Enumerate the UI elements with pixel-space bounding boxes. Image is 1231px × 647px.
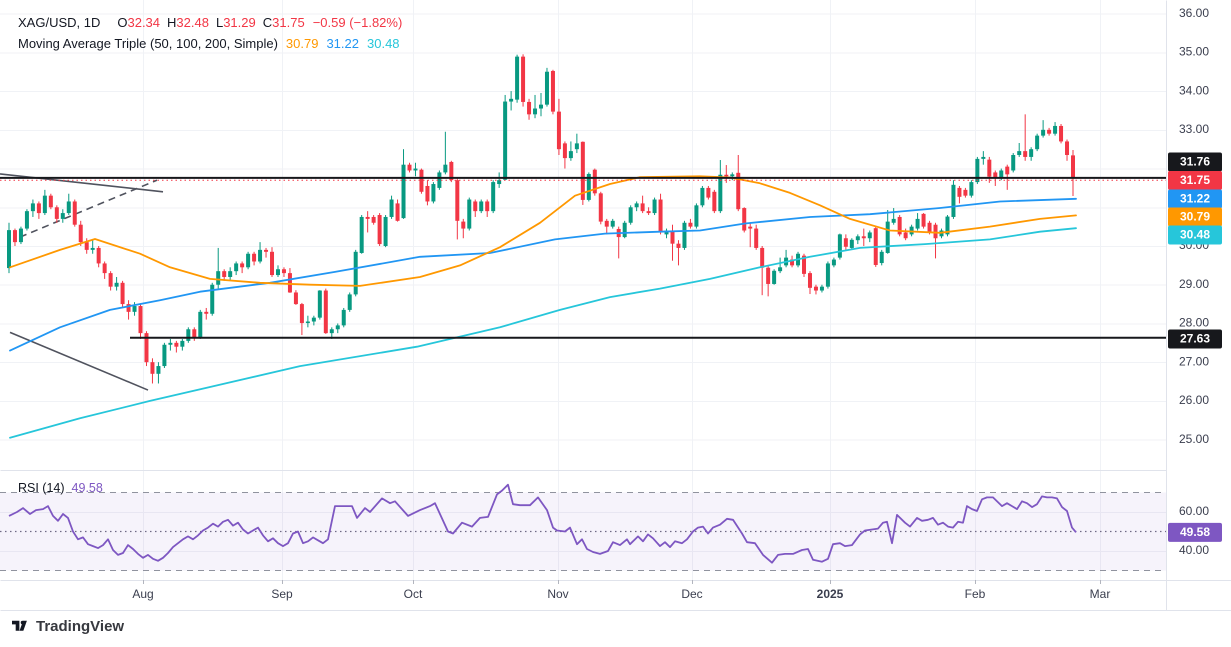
axis-label: Dec: [681, 587, 702, 601]
axis-label: 31.22: [1180, 192, 1210, 206]
open-value: 32.34: [127, 15, 161, 30]
legend: XAG/USD, 1D O32.34 H32.48 L31.29 C31.75 −0.59…: [18, 12, 402, 54]
price-axis-badges: 31.76 31.75 31.22 30.79 30.48 27.63 49.58: [1168, 152, 1222, 542]
open-label: O: [117, 15, 128, 30]
high-value: 32.48: [176, 15, 209, 30]
close-value: 31.75: [272, 15, 305, 30]
axis-label: Aug: [132, 587, 153, 601]
axis-label: Nov: [547, 587, 568, 601]
axis-label: 40.00: [1179, 543, 1209, 557]
price-badge: [1168, 152, 1222, 172]
axis-label: 2025: [817, 587, 844, 601]
symbol-legend-row[interactable]: XAG/USD, 1D O32.34 H32.48 L31.29 C31.75 −0.59…: [18, 12, 402, 33]
axis-label: 34.00: [1179, 83, 1209, 97]
tradingview-logo-icon: [12, 620, 27, 631]
ma200-value: 30.48: [367, 36, 400, 51]
grid-lines: [0, 0, 1166, 580]
ma100-value: 31.22: [326, 36, 359, 51]
low-label: L: [215, 15, 224, 30]
axis-label: 33.00: [1179, 122, 1209, 136]
close-label: C: [262, 15, 273, 30]
trendline[interactable]: [9, 331, 149, 391]
sma100-line: [9, 197, 1077, 352]
high-label: H: [167, 15, 177, 30]
tradingview-logo-text: TradingView: [36, 618, 125, 635]
axis-label: 25.00: [1179, 432, 1209, 446]
sma50-line: [9, 175, 1077, 287]
price-badge: [1168, 189, 1222, 209]
axis-label: 27.00: [1179, 354, 1209, 368]
price-badge: [1168, 171, 1222, 190]
axis-label: 35.00: [1179, 45, 1209, 59]
price-badge: [1168, 329, 1222, 349]
axis-label: 26.00: [1179, 393, 1209, 407]
trendline[interactable]: [19, 179, 158, 238]
horizontal-line-annotations[interactable]: [0, 176, 1166, 339]
low-value: 31.29: [223, 15, 256, 30]
rsi-line: [8, 483, 1077, 564]
axis-label: 27.63: [1180, 332, 1210, 346]
price-badge: [1168, 207, 1222, 227]
rsi-badge: [1168, 522, 1222, 542]
axis-label: Feb: [965, 587, 986, 601]
pane-borders: [0, 0, 1231, 611]
axis-label: 49.58: [1180, 525, 1210, 539]
axis-label: Oct: [404, 587, 423, 601]
axis-label: 60.00: [1179, 504, 1209, 518]
trendline[interactable]: [0, 173, 164, 193]
rsi-band: [0, 492, 1166, 571]
ma-indicator-label[interactable]: Moving Average Triple (50, 100, 200, Sim…: [18, 36, 278, 51]
axis-label: Mar: [1090, 587, 1111, 601]
axis-label: 31.75: [1180, 173, 1210, 187]
ma50-value: 30.79: [285, 36, 319, 51]
change-value: −0.59 (−1.82%): [312, 15, 403, 30]
axis-label: 29.00: [1179, 277, 1209, 291]
axis-label: Sep: [271, 587, 293, 601]
rsi-value: 49.58: [71, 481, 103, 495]
sma200-line: [9, 227, 1077, 439]
time-axis[interactable]: Aug Sep Oct Nov Dec 2025 Feb Mar: [132, 580, 1110, 601]
price-badge: [1168, 225, 1222, 245]
rsi-legend-row[interactable]: RSI (14) 49.58: [18, 481, 103, 495]
trendline-annotations[interactable]: [0, 173, 164, 391]
candlestick-series[interactable]: [7, 54, 1075, 384]
price-axis[interactable]: 36.0035.0034.0033.0030.0029.0028.0027.00…: [1179, 6, 1209, 557]
axis-label: 30.48: [1180, 228, 1210, 242]
rsi-indicator-label[interactable]: RSI (14): [18, 481, 65, 495]
axis-label: 28.00: [1179, 316, 1209, 330]
axis-label: 36.00: [1179, 6, 1209, 20]
ma-legend-row[interactable]: Moving Average Triple (50, 100, 200, Sim…: [18, 33, 402, 54]
tradingview-logo[interactable]: TradingView: [12, 618, 124, 635]
axis-label: 30.79: [1180, 210, 1210, 224]
axis-label: 31.76: [1180, 155, 1210, 169]
symbol-title[interactable]: XAG/USD, 1D: [18, 15, 101, 30]
